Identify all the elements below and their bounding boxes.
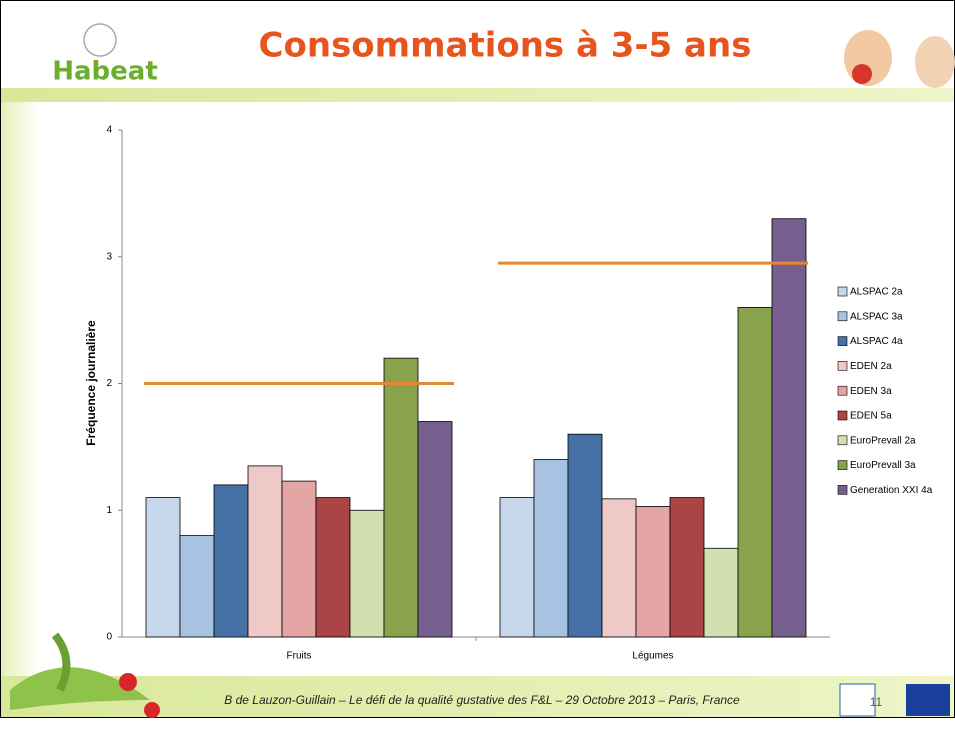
legend-swatch <box>837 385 848 396</box>
bar <box>635 506 671 638</box>
y-tick-label: 2 <box>106 378 112 389</box>
legend-swatch <box>837 485 848 495</box>
legend-swatch <box>837 336 848 346</box>
legend-swatch <box>837 286 848 297</box>
legend-label: EDEN 5a <box>850 411 892 422</box>
x-tick-label: Légumes <box>632 651 673 662</box>
photo-apple <box>852 64 872 84</box>
bar <box>417 421 453 638</box>
legend-swatch <box>837 410 848 421</box>
bar <box>383 357 419 638</box>
y-tick-label: 0 <box>106 632 112 643</box>
bar <box>533 459 569 638</box>
bar <box>145 497 181 638</box>
logo: Habeat <box>52 57 158 87</box>
bar <box>349 509 385 638</box>
bar <box>601 498 637 638</box>
legend-swatch <box>837 460 848 470</box>
x-tick-label: Fruits <box>287 651 312 662</box>
bar <box>499 497 535 638</box>
header-band <box>0 88 955 102</box>
legend-label: ALSPAC 2a <box>850 287 903 298</box>
bar <box>703 547 739 638</box>
strawberry <box>119 673 137 691</box>
pea-stem <box>51 632 71 692</box>
legend-swatch <box>837 311 848 322</box>
logo-icon <box>83 23 117 57</box>
bar <box>737 307 773 638</box>
y-tick-label: 4 <box>106 125 112 136</box>
bar <box>247 465 283 638</box>
strawberry <box>144 702 160 718</box>
bar <box>567 433 603 638</box>
legend-label: ALSPAC 3a <box>850 311 903 322</box>
legend-label: Generation XXI 4a <box>850 485 933 496</box>
bar <box>771 218 807 638</box>
eu-flag <box>906 684 950 716</box>
y-axis-label: Fréquence journalière <box>84 320 98 446</box>
y-tick-label: 1 <box>106 505 112 516</box>
bar <box>315 497 351 638</box>
legend-label: EuroPrevall 3a <box>850 460 916 471</box>
bar <box>213 484 249 638</box>
left-strip <box>0 100 40 680</box>
legend-label: ALSPAC 4a <box>850 336 903 347</box>
bar <box>179 535 215 638</box>
page-number: 11 <box>870 695 883 709</box>
legend-label: EuroPrevall 2a <box>850 435 916 446</box>
legend-swatch <box>837 361 848 371</box>
photo-child <box>915 36 955 88</box>
bar <box>669 497 705 638</box>
footer-text: B de Lauzon-Guillain – Le défi de la qua… <box>224 693 740 707</box>
legend-label: EDEN 3a <box>850 386 892 397</box>
bar <box>281 480 317 638</box>
fp7-logo <box>839 683 876 717</box>
legend-label: EDEN 2a <box>850 361 892 372</box>
chart: 0 1 2 3 4 Fréquence journalière Fruits Légumes A… <box>84 125 933 662</box>
legend-swatch <box>837 435 848 446</box>
pea-pod <box>10 667 150 710</box>
slide-title: Consommations à 3-5 ans <box>259 26 752 66</box>
y-tick-label: 3 <box>106 251 112 262</box>
